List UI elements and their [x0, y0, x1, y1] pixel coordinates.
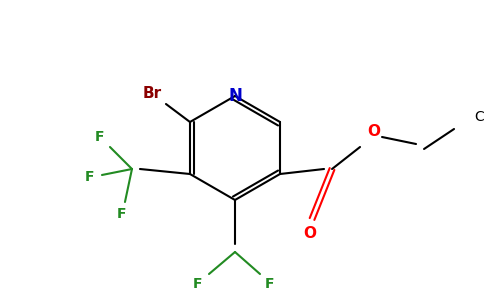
Text: F: F	[117, 207, 127, 221]
Text: O: O	[303, 226, 317, 241]
Text: O: O	[367, 124, 380, 139]
Text: F: F	[192, 277, 202, 291]
Text: CH: CH	[474, 110, 484, 124]
Text: F: F	[85, 170, 95, 184]
Text: N: N	[228, 87, 242, 105]
Text: F: F	[95, 130, 105, 144]
Text: Br: Br	[142, 86, 162, 101]
Text: F: F	[265, 277, 275, 291]
